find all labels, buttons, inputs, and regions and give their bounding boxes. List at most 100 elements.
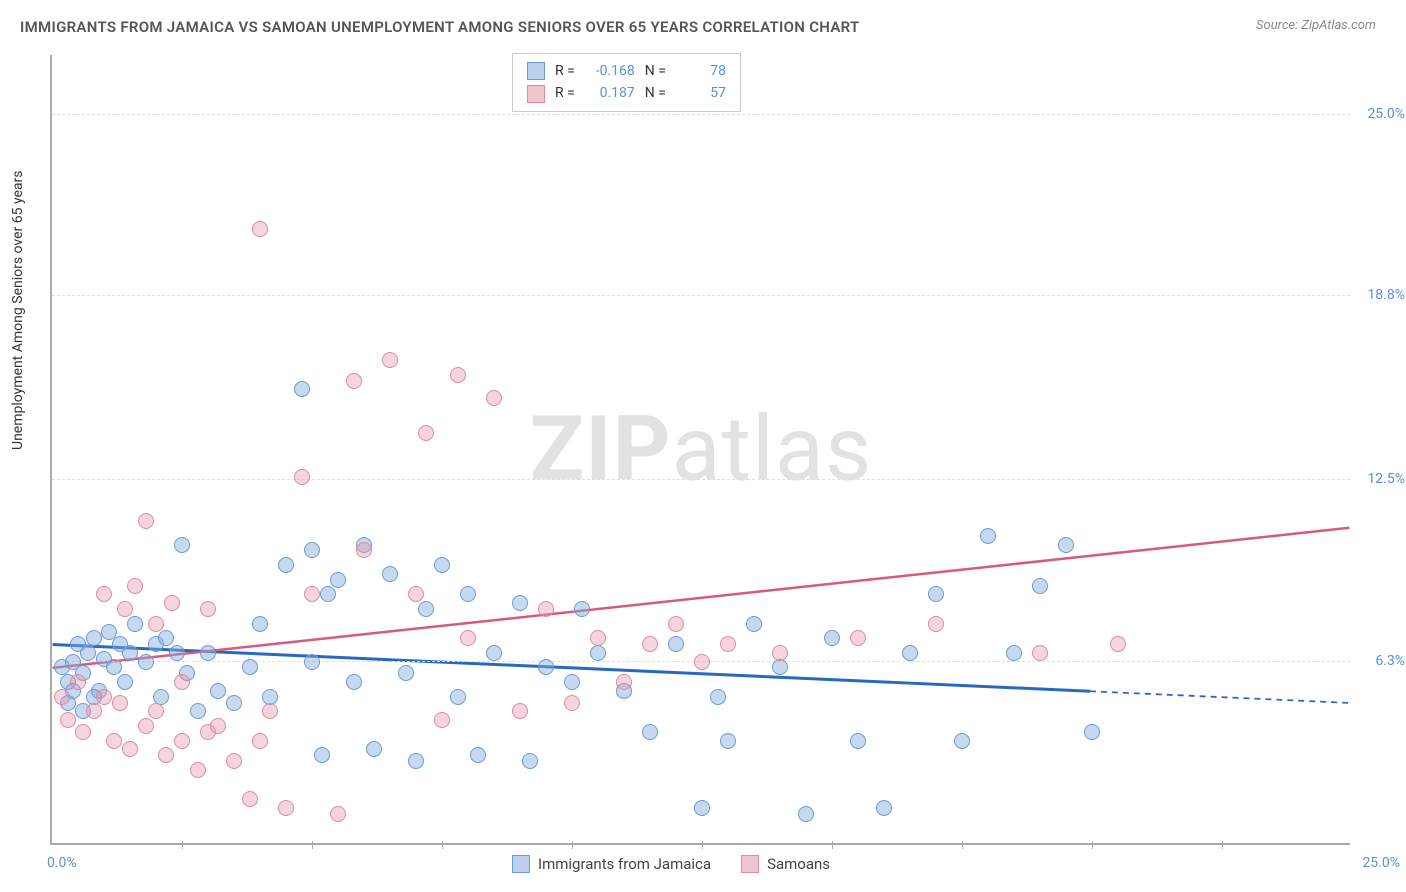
data-point-samoans (127, 578, 143, 594)
data-point-jamaica (226, 695, 242, 711)
data-point-jamaica (798, 806, 814, 822)
data-point-samoans (538, 601, 554, 617)
data-point-samoans (174, 733, 190, 749)
swatch-jamaica (527, 62, 545, 80)
data-point-samoans (262, 703, 278, 719)
x-tick-mark (312, 841, 313, 849)
data-point-jamaica (746, 616, 762, 632)
data-point-jamaica (512, 595, 528, 611)
correlation-stats-box: R = -0.168 N = 78 R = 0.187 N = 57 (512, 53, 741, 112)
data-point-samoans (304, 586, 320, 602)
legend-label-jamaica: Immigrants from Jamaica (538, 855, 711, 873)
data-point-samoans (278, 800, 294, 816)
data-point-samoans (138, 513, 154, 529)
data-point-samoans (122, 741, 138, 757)
data-point-jamaica (720, 733, 736, 749)
data-point-jamaica (398, 665, 414, 681)
data-point-samoans (330, 806, 346, 822)
data-point-samoans (242, 791, 258, 807)
data-point-samoans (346, 373, 362, 389)
data-point-samoans (54, 689, 70, 705)
data-point-samoans (96, 689, 112, 705)
y-tick-label: 18.8% (1367, 287, 1405, 303)
swatch-samoans (527, 85, 545, 103)
x-tick-mark (1222, 841, 1223, 849)
data-point-jamaica (169, 645, 185, 661)
data-point-jamaica (824, 630, 840, 646)
data-point-samoans (418, 425, 434, 441)
data-point-jamaica (460, 586, 476, 602)
data-point-samoans (252, 221, 268, 237)
watermark: ZIPatlas (530, 397, 873, 502)
data-point-jamaica (80, 645, 96, 661)
data-point-samoans (1110, 636, 1126, 652)
data-point-jamaica (538, 659, 554, 675)
data-point-jamaica (127, 616, 143, 632)
data-point-samoans (616, 674, 632, 690)
data-point-samoans (1032, 645, 1048, 661)
data-point-jamaica (876, 800, 892, 816)
y-tick-label: 25.0% (1367, 106, 1405, 122)
chart-title: IMMIGRANTS FROM JAMAICA VS SAMOAN UNEMPL… (20, 18, 860, 36)
x-tick-mark (182, 841, 183, 849)
data-point-samoans (642, 636, 658, 652)
data-point-samoans (112, 695, 128, 711)
data-point-samoans (356, 542, 372, 558)
data-point-samoans (106, 733, 122, 749)
data-point-samoans (158, 747, 174, 763)
data-point-jamaica (330, 572, 346, 588)
data-point-jamaica (86, 630, 102, 646)
stats-row-jamaica: R = -0.168 N = 78 (527, 60, 726, 82)
data-point-jamaica (1084, 724, 1100, 740)
legend-item-samoans: Samoans (741, 855, 830, 873)
x-tick-mark (702, 841, 703, 849)
legend: Immigrants from Jamaica Samoans (512, 855, 830, 873)
data-point-samoans (460, 630, 476, 646)
legend-label-samoans: Samoans (767, 855, 830, 873)
data-point-jamaica (928, 586, 944, 602)
data-point-jamaica (772, 659, 788, 675)
x-tick-mark (572, 841, 573, 849)
data-point-samoans (190, 762, 206, 778)
gridline (52, 295, 1350, 296)
trend-line-samoans (53, 528, 1350, 668)
data-point-samoans (564, 695, 580, 711)
data-point-jamaica (408, 753, 424, 769)
data-point-jamaica (122, 645, 138, 661)
data-point-samoans (294, 469, 310, 485)
data-point-samoans (138, 718, 154, 734)
data-point-samoans (117, 601, 133, 617)
data-point-jamaica (262, 689, 278, 705)
data-point-samoans (148, 616, 164, 632)
data-point-jamaica (434, 557, 450, 573)
data-point-jamaica (366, 741, 382, 757)
data-point-jamaica (668, 636, 684, 652)
data-point-jamaica (200, 645, 216, 661)
data-point-samoans (772, 645, 788, 661)
data-point-samoans (486, 390, 502, 406)
data-point-samoans (210, 718, 226, 734)
data-point-jamaica (294, 381, 310, 397)
data-point-jamaica (320, 586, 336, 602)
legend-item-jamaica: Immigrants from Jamaica (512, 855, 711, 873)
y-axis-label: Unemployment Among Seniors over 65 years (10, 171, 26, 451)
data-point-jamaica (278, 557, 294, 573)
stats-row-samoans: R = 0.187 N = 57 (527, 82, 726, 104)
data-point-jamaica (522, 753, 538, 769)
data-point-jamaica (304, 654, 320, 670)
data-point-samoans (148, 703, 164, 719)
data-point-samoans (96, 586, 112, 602)
x-axis-start-label: 0.0% (47, 855, 77, 871)
data-point-samoans (668, 616, 684, 632)
data-point-jamaica (252, 616, 268, 632)
gridline (52, 114, 1350, 115)
data-point-jamaica (174, 537, 190, 553)
trend-lines (52, 55, 1350, 843)
data-point-samoans (86, 703, 102, 719)
data-point-samoans (200, 601, 216, 617)
data-point-samoans (512, 703, 528, 719)
data-point-jamaica (418, 601, 434, 617)
data-point-samoans (408, 586, 424, 602)
data-point-jamaica (1032, 578, 1048, 594)
data-point-samoans (226, 753, 242, 769)
